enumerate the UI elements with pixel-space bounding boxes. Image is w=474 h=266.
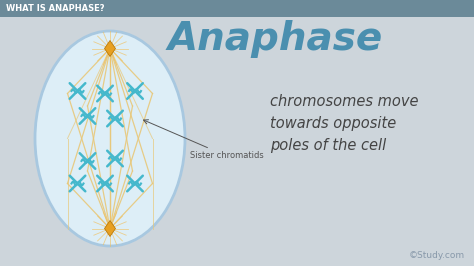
Polygon shape [104,40,116,56]
Bar [0,0,474,17]
Text: chromosomes move
towards opposite
poles of the cell: chromosomes move towards opposite poles … [270,94,419,153]
Text: WHAT IS ANAPHASE?: WHAT IS ANAPHASE? [6,4,104,13]
Text: ©Study.com: ©Study.com [409,251,465,260]
Text: Sister chromatids: Sister chromatids [144,120,264,160]
Ellipse shape [35,31,185,246]
Text: Anaphase: Anaphase [167,19,383,57]
Polygon shape [104,221,116,236]
